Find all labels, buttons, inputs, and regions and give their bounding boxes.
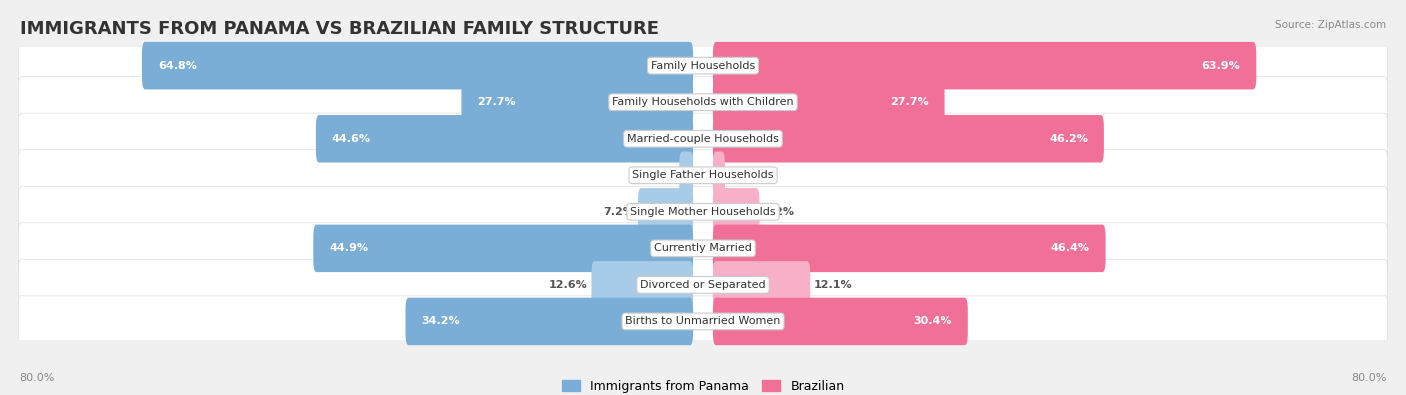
Text: 46.4%: 46.4% <box>1050 243 1090 253</box>
Text: 64.8%: 64.8% <box>157 61 197 71</box>
FancyBboxPatch shape <box>18 113 1388 164</box>
FancyBboxPatch shape <box>713 42 1257 89</box>
Text: Family Households: Family Households <box>651 61 755 71</box>
Text: 80.0%: 80.0% <box>20 373 55 383</box>
FancyBboxPatch shape <box>18 77 1388 128</box>
Text: 6.2%: 6.2% <box>763 207 794 217</box>
Legend: Immigrants from Panama, Brazilian: Immigrants from Panama, Brazilian <box>557 375 849 395</box>
Text: Currently Married: Currently Married <box>654 243 752 253</box>
FancyBboxPatch shape <box>592 261 693 308</box>
FancyBboxPatch shape <box>713 261 810 308</box>
FancyBboxPatch shape <box>713 79 945 126</box>
Text: 63.9%: 63.9% <box>1202 61 1240 71</box>
Text: Source: ZipAtlas.com: Source: ZipAtlas.com <box>1275 20 1386 30</box>
FancyBboxPatch shape <box>405 298 693 345</box>
Text: IMMIGRANTS FROM PANAMA VS BRAZILIAN FAMILY STRUCTURE: IMMIGRANTS FROM PANAMA VS BRAZILIAN FAMI… <box>20 20 658 38</box>
Text: 2.2%: 2.2% <box>728 170 759 180</box>
FancyBboxPatch shape <box>18 186 1388 237</box>
FancyBboxPatch shape <box>18 296 1388 347</box>
Text: 80.0%: 80.0% <box>1351 373 1386 383</box>
FancyBboxPatch shape <box>713 115 1104 162</box>
FancyBboxPatch shape <box>638 188 693 235</box>
FancyBboxPatch shape <box>18 259 1388 310</box>
FancyBboxPatch shape <box>713 152 725 199</box>
FancyBboxPatch shape <box>713 188 759 235</box>
Text: 12.1%: 12.1% <box>814 280 852 290</box>
Text: Births to Unmarried Women: Births to Unmarried Women <box>626 316 780 326</box>
Text: Divorced or Separated: Divorced or Separated <box>640 280 766 290</box>
Text: 44.6%: 44.6% <box>332 134 371 144</box>
Text: 7.2%: 7.2% <box>603 207 634 217</box>
Text: Single Father Households: Single Father Households <box>633 170 773 180</box>
Text: 12.6%: 12.6% <box>548 280 588 290</box>
FancyBboxPatch shape <box>316 115 693 162</box>
FancyBboxPatch shape <box>18 40 1388 91</box>
Text: Family Households with Children: Family Households with Children <box>612 97 794 107</box>
FancyBboxPatch shape <box>142 42 693 89</box>
Text: 34.2%: 34.2% <box>422 316 460 326</box>
Text: 44.9%: 44.9% <box>329 243 368 253</box>
FancyBboxPatch shape <box>314 225 693 272</box>
FancyBboxPatch shape <box>679 152 693 199</box>
FancyBboxPatch shape <box>713 225 1105 272</box>
Text: Married-couple Households: Married-couple Households <box>627 134 779 144</box>
Text: 2.4%: 2.4% <box>644 170 675 180</box>
FancyBboxPatch shape <box>713 298 967 345</box>
Text: 27.7%: 27.7% <box>478 97 516 107</box>
Text: 27.7%: 27.7% <box>890 97 928 107</box>
Text: 46.2%: 46.2% <box>1049 134 1088 144</box>
FancyBboxPatch shape <box>18 223 1388 274</box>
Text: Single Mother Households: Single Mother Households <box>630 207 776 217</box>
FancyBboxPatch shape <box>461 79 693 126</box>
Text: 30.4%: 30.4% <box>914 316 952 326</box>
FancyBboxPatch shape <box>18 150 1388 201</box>
